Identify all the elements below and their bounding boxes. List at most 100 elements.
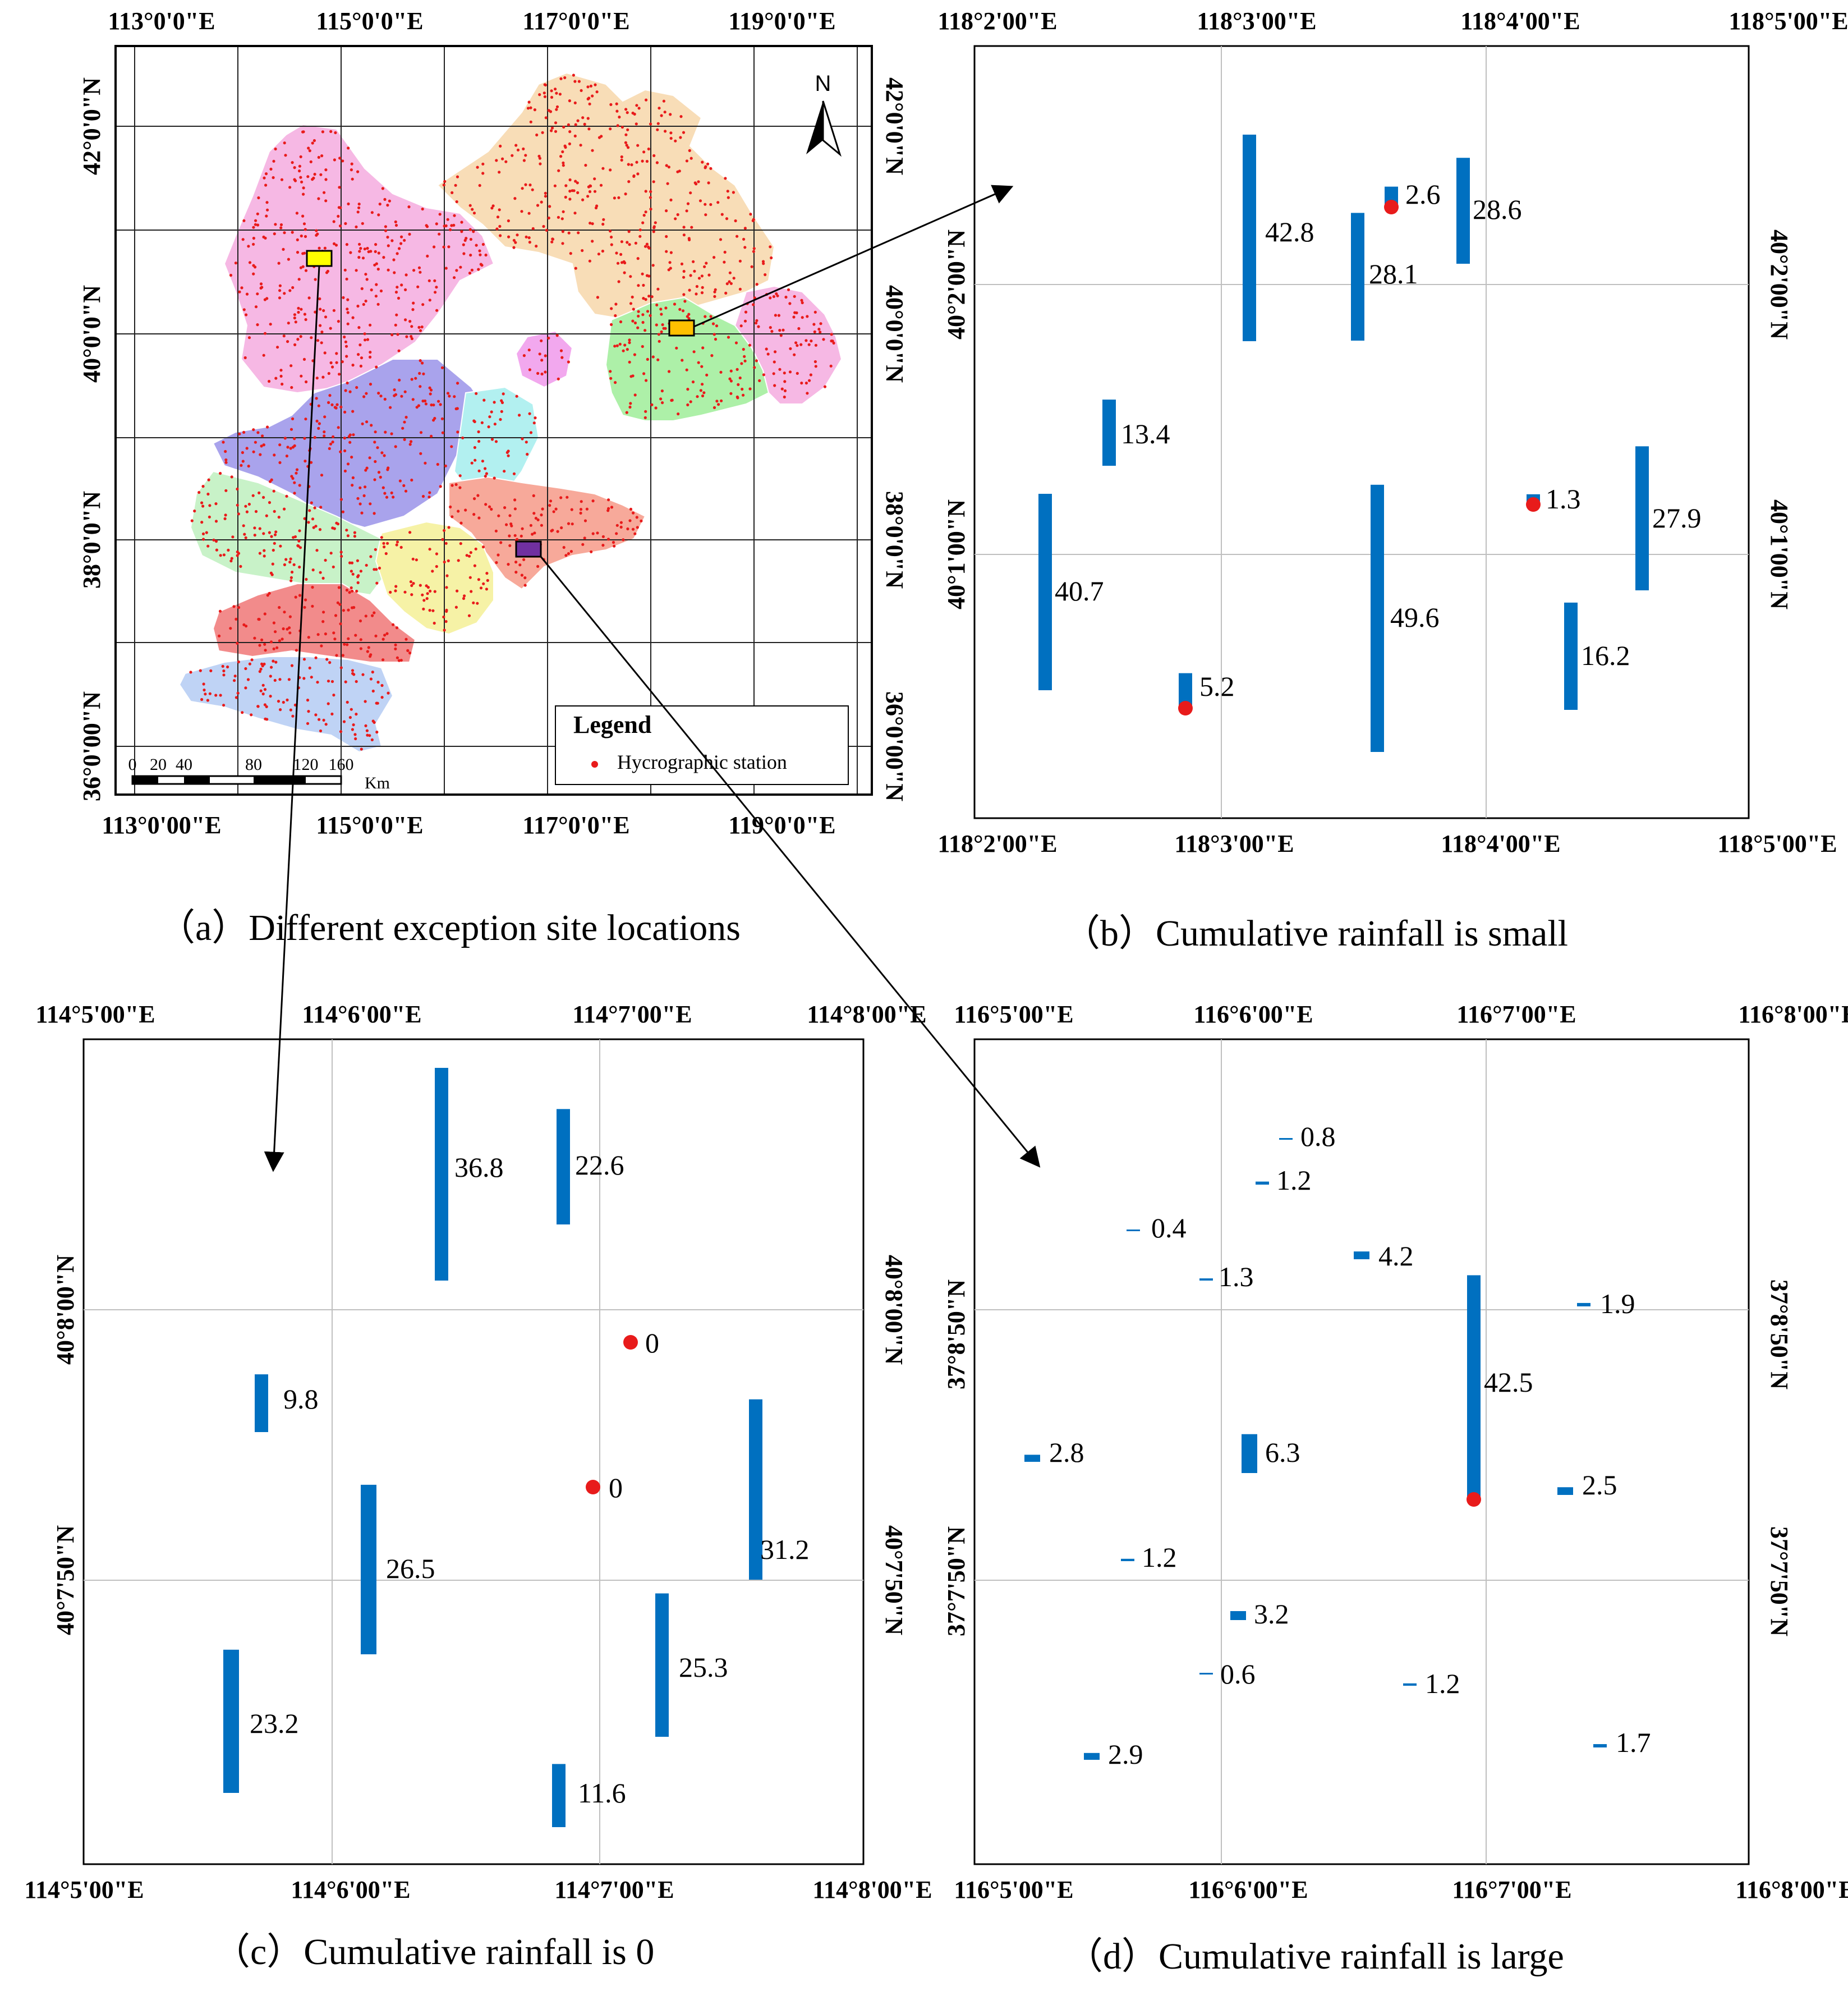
station-point [800,299,803,302]
station-point [806,315,809,318]
station-point [529,524,533,527]
station-point [631,527,635,531]
station-point [586,97,590,100]
station-point [660,330,663,334]
station-point [388,199,392,203]
right-lat-label: 40°2'00"N [1766,230,1793,340]
station-point [562,545,566,549]
station-point [301,130,305,134]
station-point [390,333,394,337]
station-point [507,219,511,223]
station-point [406,649,410,652]
station-point [323,415,327,419]
rainfall-value-label: 1.3 [1546,483,1581,515]
station-point [203,689,206,692]
station-point [324,723,328,726]
station-point [743,355,746,358]
station-point [728,280,731,283]
station-point [403,390,407,393]
station-point [442,245,445,249]
station-point [448,394,451,398]
station-point [652,154,656,157]
station-point [540,339,543,342]
station-point [319,173,323,176]
station-point [386,468,389,471]
station-point [315,377,319,380]
station-point [432,403,435,407]
station-point [230,557,233,560]
station-point [625,411,628,414]
station-point [314,713,318,717]
station-point [320,331,324,334]
station-point [274,377,278,380]
station-point [244,504,247,508]
station-point [687,317,691,320]
bottom-lon-label: 115°0'0"E [316,811,423,839]
station-point [348,715,352,719]
station-point [278,296,282,300]
station-point [323,246,327,250]
station-point [755,319,758,322]
station-point [806,392,809,395]
right-lat-label: 37°8'50"N [1766,1279,1793,1389]
station-point [777,314,780,317]
station-point [589,222,592,225]
station-point [501,157,504,160]
station-point [387,268,390,272]
rainfall-value-label: 9.8 [283,1383,319,1415]
station-point [384,430,387,434]
station-point [241,711,244,714]
station-point [463,594,466,598]
station-point [214,520,218,523]
station-point [493,476,496,480]
station-point [310,501,313,504]
station-point [333,637,337,641]
station-point [510,524,513,527]
station-point [453,276,456,279]
station-point [358,619,362,623]
station-point [428,491,431,494]
station-point [522,159,526,162]
station-point [454,483,458,487]
station-point [814,343,817,347]
station-point [375,581,379,585]
station-point [514,241,517,244]
station-point [409,580,413,584]
station-point [273,542,276,545]
station-point [371,614,374,617]
station-point [399,545,403,549]
station-point [520,574,524,577]
station-point [429,392,432,396]
station-point [472,513,476,516]
station-point [447,245,450,249]
top-lon-label: 118°5'00"E [1729,7,1848,35]
station-point [499,418,502,421]
station-point [369,677,373,681]
panel-a-coordinate-labels: 113°0'0"E 115°0'0"E 117°0'0"E 119°0'0"E113°… [78,7,908,839]
station-point [382,542,385,545]
station-point [503,470,506,473]
station-point [293,313,297,316]
station-point [197,490,201,494]
rainfall-value-label: 2.6 [1405,178,1441,210]
station-point [632,174,636,177]
station-point [495,561,498,565]
station-point [521,437,524,441]
station-point [664,306,668,310]
station-point [222,441,225,444]
station-point [557,377,560,380]
station-point [383,545,386,549]
station-point [364,338,367,342]
station-point [459,265,462,269]
station-point [205,531,208,534]
station-point [224,458,228,462]
station-point [636,172,640,176]
right-lat-label: 37°7'50"N [1766,1526,1793,1636]
station-point [631,319,635,323]
station-point [424,402,428,406]
station-point [277,516,281,519]
station-point [374,295,378,298]
station-point [200,521,204,524]
station-point [665,164,668,167]
station-point [246,678,250,681]
